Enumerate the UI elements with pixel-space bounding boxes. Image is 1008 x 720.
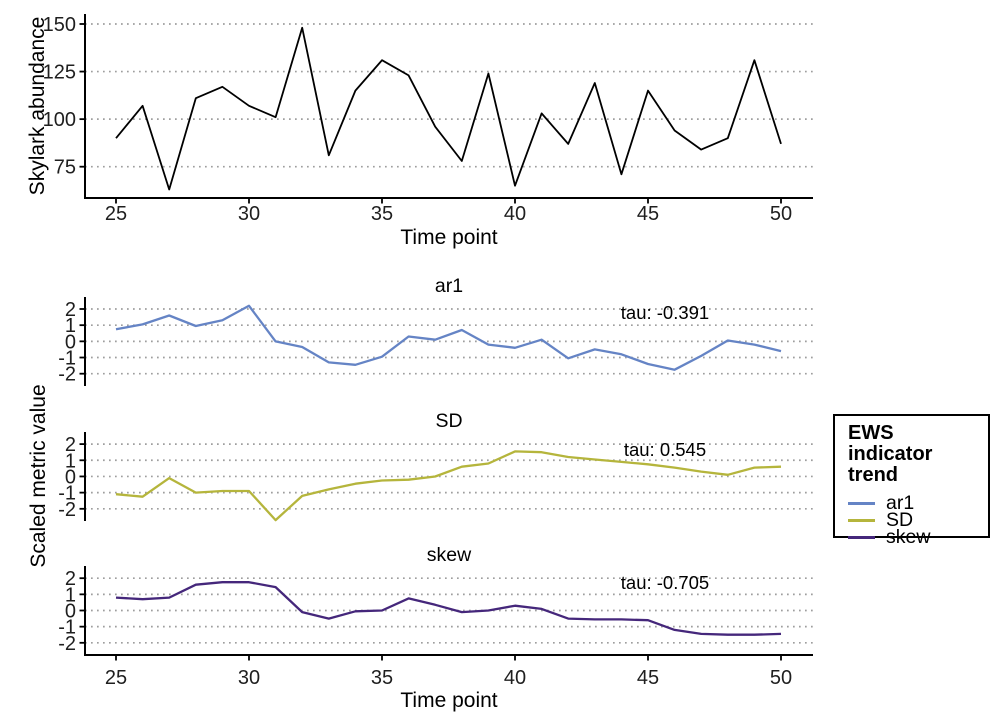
y-tick-label: 0 xyxy=(65,331,76,353)
x-tick-label: 45 xyxy=(637,667,659,689)
sd-panel: 210-1-2 xyxy=(58,432,813,522)
y-tick-label: 1 xyxy=(65,584,76,606)
x-tick-label: 25 xyxy=(105,667,127,689)
y-tick-label: 150 xyxy=(43,14,76,36)
y-tick-label: -1 xyxy=(58,617,76,639)
tau-annotation-skew: tau: -0.705 xyxy=(620,572,710,593)
legend-item-label: ar1 xyxy=(886,492,915,514)
y-tick-label: 125 xyxy=(43,62,76,84)
y-tick-label: 0 xyxy=(65,466,76,488)
y-tick-label: 2 xyxy=(65,568,76,590)
tau-annotation-ar1: tau: -0.391 xyxy=(620,302,710,323)
facet-strip-sd: SD xyxy=(435,410,463,432)
tau-annotation-sd: tau: 0.545 xyxy=(623,439,707,460)
x-tick-label: 30 xyxy=(238,203,260,225)
x-tick-label: 25 xyxy=(105,203,127,225)
x-tick-label: 40 xyxy=(504,667,526,689)
y-tick-label: 2 xyxy=(65,434,76,456)
x-tick-label: 35 xyxy=(371,203,393,225)
x-tick-label: 40 xyxy=(504,203,526,225)
sd-panel-line xyxy=(115,450,782,522)
abundance-panel: 150 125 100 75 25 30 35 40 45 50 xyxy=(43,14,813,225)
top-x-axis-title: Time point xyxy=(400,226,498,249)
legend-item-label: SD xyxy=(886,509,914,531)
y-tick-label: -1 xyxy=(58,483,76,505)
legend-item-label: skew xyxy=(886,526,931,548)
x-tick-label: 35 xyxy=(371,667,393,689)
y-tick-label: -2 xyxy=(58,499,76,521)
facet-strip-ar1: ar1 xyxy=(434,275,464,297)
x-tick-label: 50 xyxy=(770,203,792,225)
x-tick-label: 30 xyxy=(238,667,260,689)
y-tick-label: -2 xyxy=(58,364,76,386)
y-tick-label: 75 xyxy=(54,157,76,179)
facet-y-axis-title: Scaled metric value xyxy=(27,384,50,568)
y-tick-label: 0 xyxy=(65,601,76,623)
legend-key-line-skew xyxy=(848,536,875,539)
ar1-panel-line xyxy=(115,304,782,371)
legend-item-skew: skew xyxy=(848,526,984,548)
legend-title: EWS indicator trend xyxy=(848,422,933,486)
legend-key-line-ar1 xyxy=(848,502,875,505)
y-tick-label: 100 xyxy=(43,109,76,131)
y-tick-label: -1 xyxy=(58,348,76,370)
ar1-panel: 210-1-2 xyxy=(58,297,813,386)
y-tick-label: 1 xyxy=(65,450,76,472)
legend-item-ar1: ar1 xyxy=(848,492,984,514)
x-tick-label: 45 xyxy=(637,203,659,225)
legend-items: ar1 SD skew xyxy=(848,492,984,548)
skew-panel-line xyxy=(115,581,782,636)
x-tick-label: 50 xyxy=(770,667,792,689)
legend-item-SD: SD xyxy=(848,509,984,531)
legend-key-line-SD xyxy=(848,519,875,522)
skew-panel: 210-1-2 25 30 35 40 45 50 xyxy=(58,566,813,689)
y-tick-label: 1 xyxy=(65,315,76,337)
facet-x-axis-title: Time point xyxy=(400,689,498,712)
legend: EWS indicator trend ar1 SD skew xyxy=(833,414,990,547)
y-tick-label: 2 xyxy=(65,299,76,321)
facet-strip-skew: skew xyxy=(426,544,472,566)
abundance-panel-line xyxy=(115,26,782,191)
top-y-axis-title: Skylark abundance xyxy=(26,16,49,196)
y-tick-label: -2 xyxy=(58,633,76,655)
